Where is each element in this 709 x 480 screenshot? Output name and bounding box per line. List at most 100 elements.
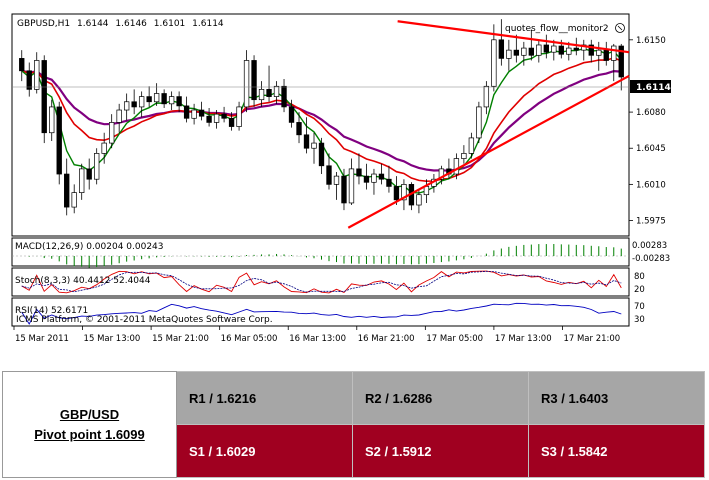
time-tick-label: 15 Mar 2011 (15, 334, 69, 344)
candle-body (79, 168, 85, 193)
candle-body (101, 142, 107, 154)
price-tick-label: 1.6080 (636, 108, 666, 118)
candle-body (168, 96, 175, 105)
candle-body (356, 168, 362, 177)
candle-body (311, 142, 317, 149)
candle-body (198, 109, 205, 117)
candle-body (528, 47, 535, 56)
candle-body (86, 168, 92, 180)
candle-body (41, 60, 47, 134)
candle-body (536, 44, 542, 56)
r3-cell: R3 / 1.6403 (528, 371, 705, 425)
candle-body (266, 89, 272, 97)
candle-body (326, 165, 332, 185)
candle-body (318, 142, 325, 167)
candle-body (558, 45, 564, 55)
candle-body (588, 44, 594, 56)
candle-body (183, 105, 190, 119)
indicator-close-icon[interactable] (615, 23, 625, 33)
pivot-symbol-cell: GBP/USD Pivot point 1.6099 (2, 371, 177, 478)
candle-body (296, 122, 302, 136)
r1-cell: R1 / 1.6216 (176, 371, 353, 425)
trendline (397, 20, 630, 54)
trendline (347, 74, 630, 229)
candle-body (386, 178, 392, 187)
candle-body (213, 113, 220, 123)
candle-body (131, 101, 137, 108)
candle-body (416, 194, 422, 206)
time-tick-label: 17 Mar 13:00 (495, 334, 552, 344)
candle-body (221, 113, 227, 119)
price-tick-label: 1.6010 (636, 180, 666, 190)
candle-body (393, 186, 400, 201)
candle-body (206, 115, 212, 123)
r2-cell: R2 / 1.6286 (352, 371, 529, 425)
close-value: 1.6114 (192, 19, 224, 29)
candle-body (521, 47, 527, 56)
candle-body (453, 158, 460, 175)
rsi-panel (11, 297, 630, 327)
candle-body (26, 70, 32, 90)
candle-body (461, 153, 467, 159)
candles (19, 19, 624, 216)
candle-body (348, 168, 355, 204)
time-tick-label: 17 Mar 21:00 (563, 334, 620, 344)
price-tick-label: 1.5975 (636, 217, 666, 227)
time-tick-label: 16 Mar 13:00 (289, 334, 346, 344)
rsi-tick-bottom: 30 (634, 315, 645, 325)
candle-body (116, 109, 122, 123)
candle-body (341, 175, 347, 204)
current-price-label: 1.6114 (636, 83, 671, 93)
candle-body (498, 39, 505, 59)
time-tick-label: 16 Mar 05:00 (221, 334, 278, 344)
time-tick-label: 15 Mar 21:00 (152, 334, 209, 344)
candle-body (603, 49, 609, 61)
candle-body (281, 85, 287, 108)
candle-body (551, 45, 557, 53)
stoch-tick-bottom: 20 (634, 285, 645, 295)
pivot-table: GBP/USD Pivot point 1.6099 R1 / 1.6216 R… (2, 371, 705, 478)
open-value: 1.6144 (77, 19, 109, 29)
candle-body (371, 173, 377, 183)
candle-body (123, 101, 130, 111)
candle-body (423, 186, 430, 196)
candle-body (176, 96, 182, 107)
candle-body (251, 60, 257, 101)
macd-tick-top: 0.00283 (632, 241, 667, 251)
symbol-label: GBPUSD,H1 (17, 19, 70, 29)
chart-header: GBPUSD,H1 1.6144 1.6146 1.6101 1.6114 (17, 19, 224, 29)
rsi-tick-top: 70 (634, 302, 645, 312)
ma-mid-line (21, 57, 622, 183)
rsi-line (21, 302, 622, 325)
candle-body (56, 106, 62, 175)
candle-body (513, 49, 520, 56)
candle-body (468, 137, 475, 154)
stoch-label: Stoch(8,3,3) 40.4412 52.4044 (15, 276, 151, 286)
trendlines (347, 20, 630, 229)
candle-body (19, 58, 25, 72)
candle-body (618, 45, 624, 78)
stoch-main-line (21, 270, 622, 294)
stoch-tick-top: 80 (634, 272, 645, 282)
candle-body (49, 106, 55, 134)
candle-body (108, 122, 115, 144)
stoch-lines (21, 270, 622, 294)
macd-panel (11, 237, 630, 267)
macd-tick-bottom: -0.00283 (632, 254, 670, 264)
candle-body (476, 106, 482, 139)
candle-body (573, 47, 579, 51)
candle-body (243, 60, 250, 108)
candle-body (543, 44, 549, 53)
price-axis: 1.6150 1.6080 1.6045 1.6010 1.5975 (629, 36, 666, 227)
candle-body (491, 39, 497, 87)
low-value: 1.6101 (154, 19, 186, 29)
candle-body (438, 168, 445, 180)
candle-body (71, 192, 77, 208)
stoch-signal-line (21, 270, 622, 293)
candle-body (273, 85, 280, 97)
candle-body (596, 49, 602, 56)
candle-body (378, 173, 385, 180)
price-tick-label: 1.6045 (636, 144, 666, 154)
s2-cell: S2 / 1.5912 (352, 424, 529, 478)
pivot-symbol: GBP/USD (59, 406, 120, 422)
